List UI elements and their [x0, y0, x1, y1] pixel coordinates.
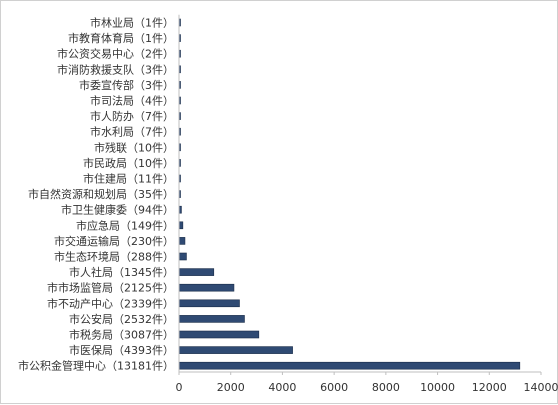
category-label: 市消防救援支队（3件） — [57, 62, 174, 76]
category-label: 市市场监管局（2125件） — [47, 281, 174, 295]
bar — [179, 331, 259, 338]
category-label: 市教育体育局（1件） — [68, 31, 174, 45]
bar — [179, 300, 239, 307]
category-label: 市水利局（7件） — [90, 125, 174, 139]
bar — [179, 237, 185, 244]
category-labels: 市林业局（1件）市教育体育局（1件） 市公资交易中心（2件）市消防救援支队（3件）… — [18, 16, 174, 373]
category-label: 市税务局（3087件） — [69, 328, 174, 342]
x-tick-label: 2000 — [217, 381, 245, 394]
category-label: 市委宣传部（3件） — [79, 78, 174, 92]
category-label: 市民政局（10件） — [83, 156, 174, 170]
category-label: 市生态环境局（288件） — [54, 250, 174, 264]
bar — [179, 222, 183, 229]
category-label: 市住建局（11件） — [83, 172, 174, 186]
category-label: 市公安局（2532件） — [69, 312, 174, 326]
x-tick-label: 6000 — [320, 381, 348, 394]
bar — [179, 315, 244, 322]
category-label: 市司法局（4件） — [90, 94, 174, 108]
bar — [179, 253, 186, 260]
category-label: 市公资交易中心（2件） — [57, 47, 174, 61]
category-label: 市卫生健康委（94件） — [61, 203, 174, 217]
x-tick-labels: 0 2000 4000 6000 8000 10000 12000 14000 — [176, 372, 558, 394]
x-tick-label: 0 — [176, 381, 183, 394]
category-label: 市公积金管理中心（13181件） — [18, 359, 174, 373]
category-label: 市应急局（149件） — [76, 218, 174, 232]
category-label: 市不动产中心（2339件） — [47, 296, 174, 310]
x-tick-label: 12000 — [472, 381, 507, 394]
x-tick-label: 10000 — [420, 381, 455, 394]
x-tick-label: 4000 — [268, 381, 296, 394]
category-label: 市人社局（1345件） — [69, 265, 174, 279]
category-label: 市残联（10件） — [94, 140, 174, 154]
x-tick-label: 14000 — [524, 381, 558, 394]
bar — [179, 347, 293, 354]
category-label: 市自然资源和规划局（35件） — [28, 187, 174, 201]
bar — [179, 284, 234, 291]
bar — [179, 269, 214, 276]
category-label: 市交通运输局（230件） — [54, 234, 174, 248]
category-label: 市人防办（7件） — [90, 109, 174, 123]
category-label: 市医保局（4393件） — [69, 343, 174, 357]
category-label: 市林业局（1件） — [90, 16, 174, 30]
bars — [179, 19, 520, 369]
x-tick-label: 8000 — [372, 381, 400, 394]
bar — [179, 362, 520, 369]
